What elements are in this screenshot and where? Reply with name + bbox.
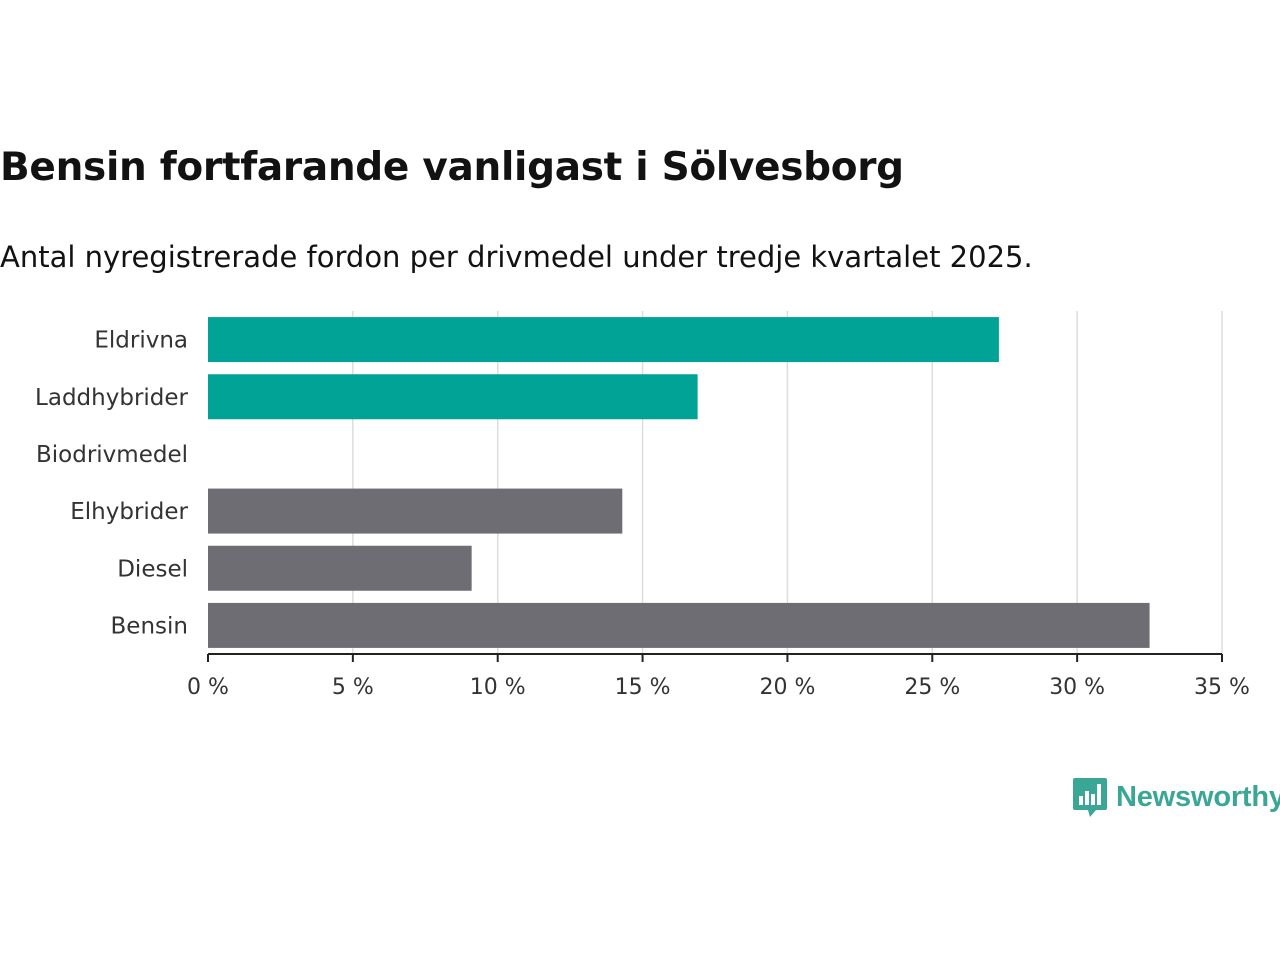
category-label: Bensin <box>111 613 188 639</box>
bar-bensin <box>208 602 1150 648</box>
x-tick-label: 15 % <box>615 675 671 700</box>
category-label: Laddhybrider <box>35 385 188 411</box>
x-tick-label: 20 % <box>759 675 815 700</box>
category-label: Diesel <box>117 556 188 582</box>
logo-text: Newsworthy <box>1116 780 1280 813</box>
x-tick-label: 0 % <box>187 675 229 700</box>
x-tick-label: 35 % <box>1194 675 1250 700</box>
x-tick-label: 25 % <box>904 675 960 700</box>
x-tick-label: 10 % <box>470 675 526 700</box>
bar-elhybrider <box>208 488 623 534</box>
x-tick-label: 30 % <box>1049 675 1105 700</box>
bar-chart-speech-bubble-icon <box>1073 778 1107 817</box>
grid-lines <box>352 311 1223 654</box>
category-label: Eldrivna <box>94 328 188 354</box>
newsworthy-logo: Newsworthy <box>1072 776 1280 818</box>
chart-subtitle: Antal nyregistrerade fordon per drivmede… <box>0 240 1033 274</box>
x-tick-label: 5 % <box>332 675 374 700</box>
x-axis: 0 % 5 % 10 % 15 % 20 % 25 % 30 % 35 % <box>187 653 1250 700</box>
bar-laddhybrider <box>208 374 698 420</box>
bar-eldrivna <box>208 317 999 363</box>
category-labels: Eldrivna Laddhybrider Biodrivmedel Elhybrid… <box>35 328 188 640</box>
category-label: Elhybrider <box>70 499 188 525</box>
category-label: Biodrivmedel <box>36 442 188 468</box>
chart-title: Bensin fortfarande vanligast i Sölvesbor… <box>0 145 904 190</box>
bar-diesel <box>208 545 472 591</box>
bars <box>208 317 1150 648</box>
